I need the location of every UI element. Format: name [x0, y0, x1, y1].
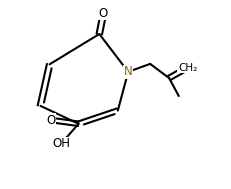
Text: CH₂: CH₂: [178, 63, 197, 73]
Text: O: O: [99, 7, 108, 20]
Text: OH: OH: [52, 137, 70, 150]
Text: O: O: [46, 114, 55, 126]
Text: N: N: [124, 65, 133, 78]
